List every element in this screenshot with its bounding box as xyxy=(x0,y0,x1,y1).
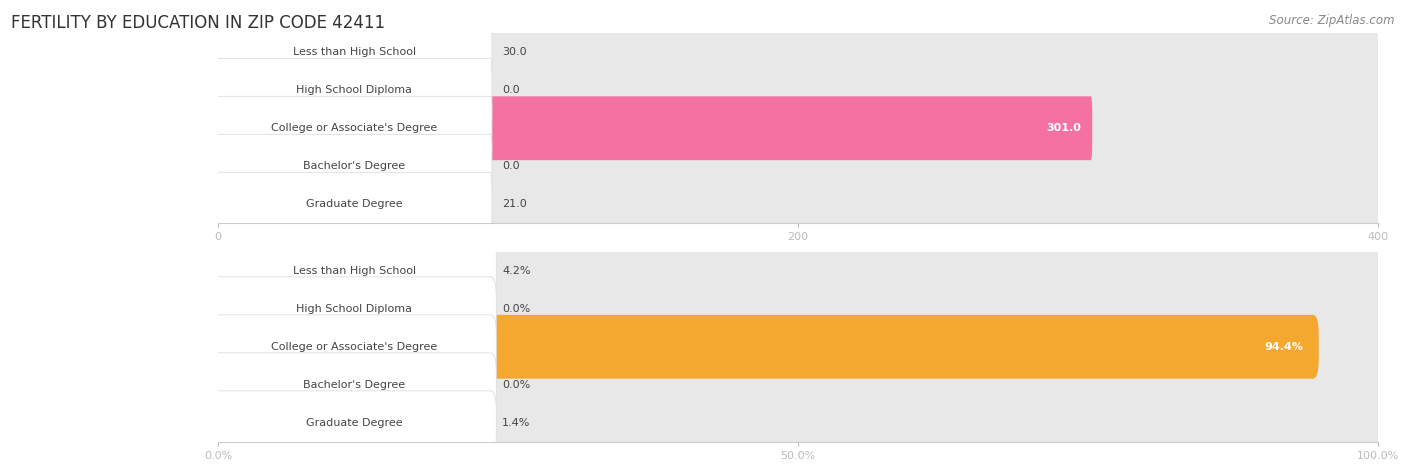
Text: 1.4%: 1.4% xyxy=(502,418,530,428)
Text: College or Associate's Degree: College or Associate's Degree xyxy=(271,123,437,133)
Text: 0.0%: 0.0% xyxy=(502,304,530,314)
Text: 0.0: 0.0 xyxy=(502,161,520,171)
FancyBboxPatch shape xyxy=(217,58,492,122)
FancyBboxPatch shape xyxy=(217,134,492,198)
FancyBboxPatch shape xyxy=(212,315,1319,379)
FancyBboxPatch shape xyxy=(212,239,496,303)
FancyBboxPatch shape xyxy=(217,20,492,84)
FancyBboxPatch shape xyxy=(217,134,1379,198)
Text: Less than High School: Less than High School xyxy=(292,266,416,276)
Text: Bachelor's Degree: Bachelor's Degree xyxy=(304,161,405,171)
Text: Source: ZipAtlas.com: Source: ZipAtlas.com xyxy=(1270,14,1395,27)
FancyBboxPatch shape xyxy=(217,58,1379,122)
Text: Less than High School: Less than High School xyxy=(292,47,416,57)
FancyBboxPatch shape xyxy=(217,96,492,160)
FancyBboxPatch shape xyxy=(217,20,307,84)
FancyBboxPatch shape xyxy=(212,391,496,455)
Text: Bachelor's Degree: Bachelor's Degree xyxy=(304,380,405,390)
Text: 4.2%: 4.2% xyxy=(502,266,530,276)
Text: College or Associate's Degree: College or Associate's Degree xyxy=(271,342,437,352)
Text: 0.0%: 0.0% xyxy=(502,380,530,390)
FancyBboxPatch shape xyxy=(212,277,496,341)
Text: FERTILITY BY EDUCATION IN ZIP CODE 42411: FERTILITY BY EDUCATION IN ZIP CODE 42411 xyxy=(11,14,385,32)
Text: High School Diploma: High School Diploma xyxy=(297,85,412,95)
Text: 30.0: 30.0 xyxy=(502,47,527,57)
Text: Graduate Degree: Graduate Degree xyxy=(307,418,402,428)
Text: 301.0: 301.0 xyxy=(1046,123,1081,133)
Text: 21.0: 21.0 xyxy=(502,199,527,209)
FancyBboxPatch shape xyxy=(217,172,492,236)
FancyBboxPatch shape xyxy=(212,391,1384,455)
FancyBboxPatch shape xyxy=(212,239,1384,303)
FancyBboxPatch shape xyxy=(212,353,1384,417)
Text: 0.0: 0.0 xyxy=(502,85,520,95)
Text: Graduate Degree: Graduate Degree xyxy=(307,199,402,209)
FancyBboxPatch shape xyxy=(212,315,496,379)
FancyBboxPatch shape xyxy=(217,96,1092,160)
FancyBboxPatch shape xyxy=(212,277,1384,341)
FancyBboxPatch shape xyxy=(217,20,1379,84)
FancyBboxPatch shape xyxy=(217,172,1379,236)
Text: 94.4%: 94.4% xyxy=(1264,342,1303,352)
FancyBboxPatch shape xyxy=(212,239,273,303)
FancyBboxPatch shape xyxy=(217,96,1379,160)
FancyBboxPatch shape xyxy=(217,172,280,236)
FancyBboxPatch shape xyxy=(212,315,1384,379)
Text: High School Diploma: High School Diploma xyxy=(297,304,412,314)
FancyBboxPatch shape xyxy=(212,391,240,455)
FancyBboxPatch shape xyxy=(212,353,496,417)
